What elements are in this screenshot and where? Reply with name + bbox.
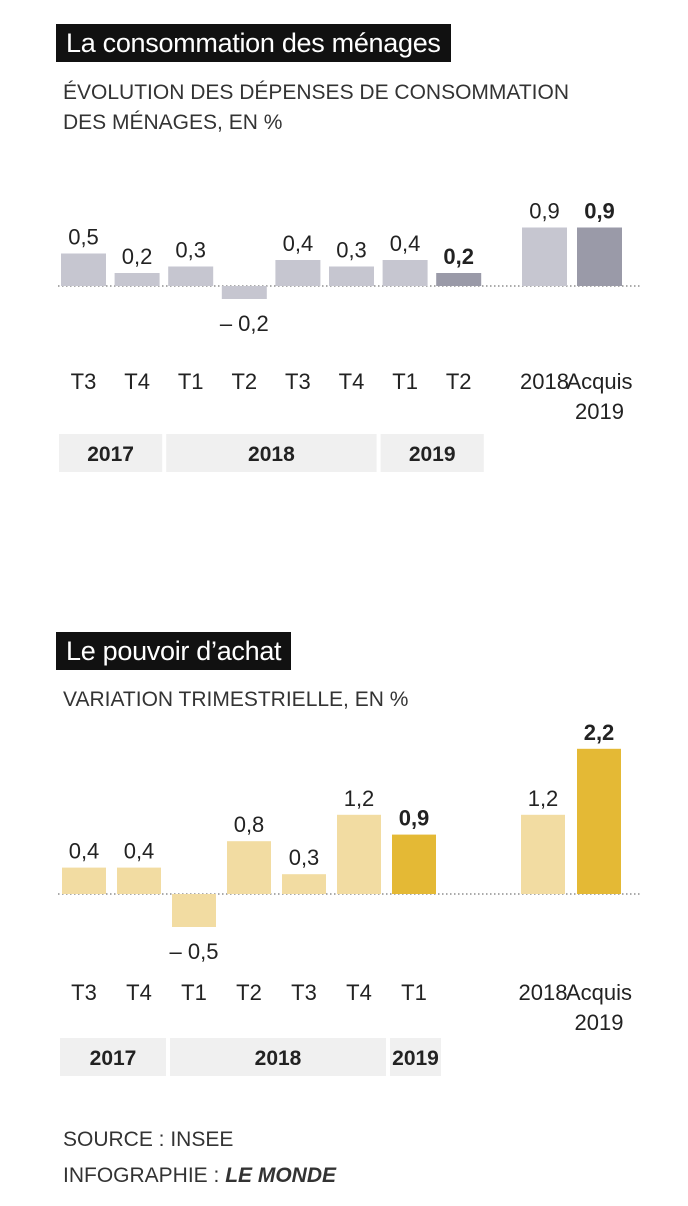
chart1-annual0-category-label-line0: 2018 <box>520 369 569 394</box>
chart2-q2-value-label: – 0,5 <box>170 939 219 964</box>
chart1-q5-category-label: T4 <box>339 369 365 394</box>
chart1-q4-bar <box>275 260 321 286</box>
chart1-q4-value-label: 0,4 <box>283 231 314 256</box>
chart1-q7-bar <box>436 273 482 286</box>
source-note: SOURCE : INSEE <box>63 1128 234 1151</box>
chart2-q1-bar <box>117 867 161 894</box>
chart2-year-group-0-label: 2017 <box>90 1047 137 1070</box>
chart1-subtitle-line1: ÉVOLUTION DES DÉPENSES DE CONSOMMATION <box>63 81 570 104</box>
chart2-year-group-2-box <box>390 1038 441 1076</box>
chart1-annual1-category-label-line0: Acquis <box>566 369 632 394</box>
chart2-q4-value-label: 0,3 <box>289 845 320 870</box>
chart1-q2-value-label: 0,3 <box>175 238 206 263</box>
chart2-q0-bar <box>62 867 106 894</box>
chart2-year-group-2-label: 2019 <box>392 1047 439 1070</box>
chart2-q2-bar <box>172 894 216 927</box>
chart1-annual1-category-label-line1: 2019 <box>575 399 624 424</box>
chart2-q1-value-label: 0,4 <box>124 839 155 864</box>
chart2-year-group-1-box <box>170 1038 386 1076</box>
chart1-year-group-0-box <box>59 434 163 472</box>
chart1-q5-bar <box>329 266 374 286</box>
credit-brand: LE MONDE <box>225 1164 337 1187</box>
chart2-annual1-category-label-line0: Acquis <box>566 980 632 1005</box>
consumption-chart: 0,5 T3 0,2 T4 0,3 T1 – 0,2 T2 0,4 T3 0,3 T4 0,4 T1 0,2… <box>0 180 688 480</box>
chart2-q1-category-label: T4 <box>126 980 152 1005</box>
chart1-q6-value-label: 0,4 <box>390 231 421 256</box>
chart1-q5-value-label: 0,3 <box>336 238 367 263</box>
chart1-q0-value-label: 0,5 <box>68 225 99 250</box>
chart1-annual0-bar <box>522 227 567 286</box>
chart2-annual0-category-label-line0: 2018 <box>519 980 568 1005</box>
chart1-q3-category-label: T2 <box>231 369 257 394</box>
chart2-annual0-value-label: 1,2 <box>528 786 559 811</box>
chart1-q3-bar <box>221 286 267 299</box>
chart2-q3-value-label: 0,8 <box>234 812 265 837</box>
chart2-q0-category-label: T3 <box>71 980 97 1005</box>
chart2-annual1-category-label-line1: 2019 <box>575 1010 624 1035</box>
chart1-year-group-1-box <box>166 434 377 472</box>
chart2-year-group-0-box <box>60 1038 166 1076</box>
chart2-q6-category-label: T1 <box>401 980 427 1005</box>
chart1-q7-category-label: T2 <box>446 369 472 394</box>
purchasing-power-chart: 0,4 T3 0,4 T4 – 0,5 T1 0,8 T2 0,3 T3 1,2 T4 0,9 T1 1,2… <box>0 715 688 1085</box>
chart1-q0-category-label: T3 <box>71 369 97 394</box>
chart1-q3-value-label: – 0,2 <box>220 311 269 336</box>
chart2-svg: 0,4 T3 0,4 T4 – 0,5 T1 0,8 T2 0,3 T3 1,2 T4 0,9 T1 1,2… <box>58 720 640 1076</box>
chart2-q5-value-label: 1,2 <box>344 786 375 811</box>
chart1-q2-category-label: T1 <box>178 369 204 394</box>
chart1-annual1-value-label: 0,9 <box>584 199 615 224</box>
chart2-year-group-1-label: 2018 <box>255 1047 302 1070</box>
chart2-q6-bar <box>392 834 436 894</box>
chart1-year-group-1-label: 2018 <box>248 443 295 466</box>
chart2-q3-bar <box>227 841 271 894</box>
chart1-q1-value-label: 0,2 <box>122 244 153 269</box>
chart1-q1-category-label: T4 <box>124 369 150 394</box>
chart2-q6-value-label: 0,9 <box>399 806 430 831</box>
chart1-title: La consommation des ménages <box>56 24 451 62</box>
chart1-q6-category-label: T1 <box>392 369 418 394</box>
chart1-q4-category-label: T3 <box>285 369 311 394</box>
chart1-year-group-2-label: 2019 <box>409 443 456 466</box>
chart2-q0-value-label: 0,4 <box>69 839 100 864</box>
chart2-q4-category-label: T3 <box>291 980 317 1005</box>
chart1-q7-value-label: 0,2 <box>443 244 474 269</box>
chart1-year-group-2-box <box>380 434 484 472</box>
chart2-subtitle-line1: VARIATION TRIMESTRIELLE, EN % <box>63 688 409 711</box>
chart2-annual1-value-label: 2,2 <box>584 720 615 745</box>
credit-prefix: INFOGRAPHIE : <box>63 1164 226 1187</box>
chart1-q6-bar <box>382 260 428 286</box>
chart1-year-group-0-label: 2017 <box>87 443 134 466</box>
credit-note: INFOGRAPHIE : LE MONDE <box>63 1159 336 1193</box>
chart2-title: Le pouvoir d’achat <box>56 632 292 670</box>
chart1-annual0-value-label: 0,9 <box>529 199 560 224</box>
chart1-q2-bar <box>168 266 214 286</box>
chart1-subtitle-line2: DES MÉNAGES, EN % <box>63 111 283 134</box>
chart2-annual0-bar <box>521 814 565 894</box>
chart2-q5-bar <box>337 814 381 894</box>
chart2-q3-category-label: T2 <box>236 980 262 1005</box>
chart2-q2-category-label: T1 <box>181 980 207 1005</box>
chart1-annual1-bar <box>577 227 622 286</box>
chart2-annual1-bar <box>577 748 621 894</box>
chart1-svg: 0,5 T3 0,2 T4 0,3 T1 – 0,2 T2 0,4 T3 0,3 T4 0,4 T1 0,2… <box>58 199 640 472</box>
chart1-q1-bar <box>114 273 160 286</box>
chart2-q5-category-label: T4 <box>346 980 372 1005</box>
chart2-q4-bar <box>282 874 326 894</box>
chart1-q0-bar <box>61 253 106 286</box>
